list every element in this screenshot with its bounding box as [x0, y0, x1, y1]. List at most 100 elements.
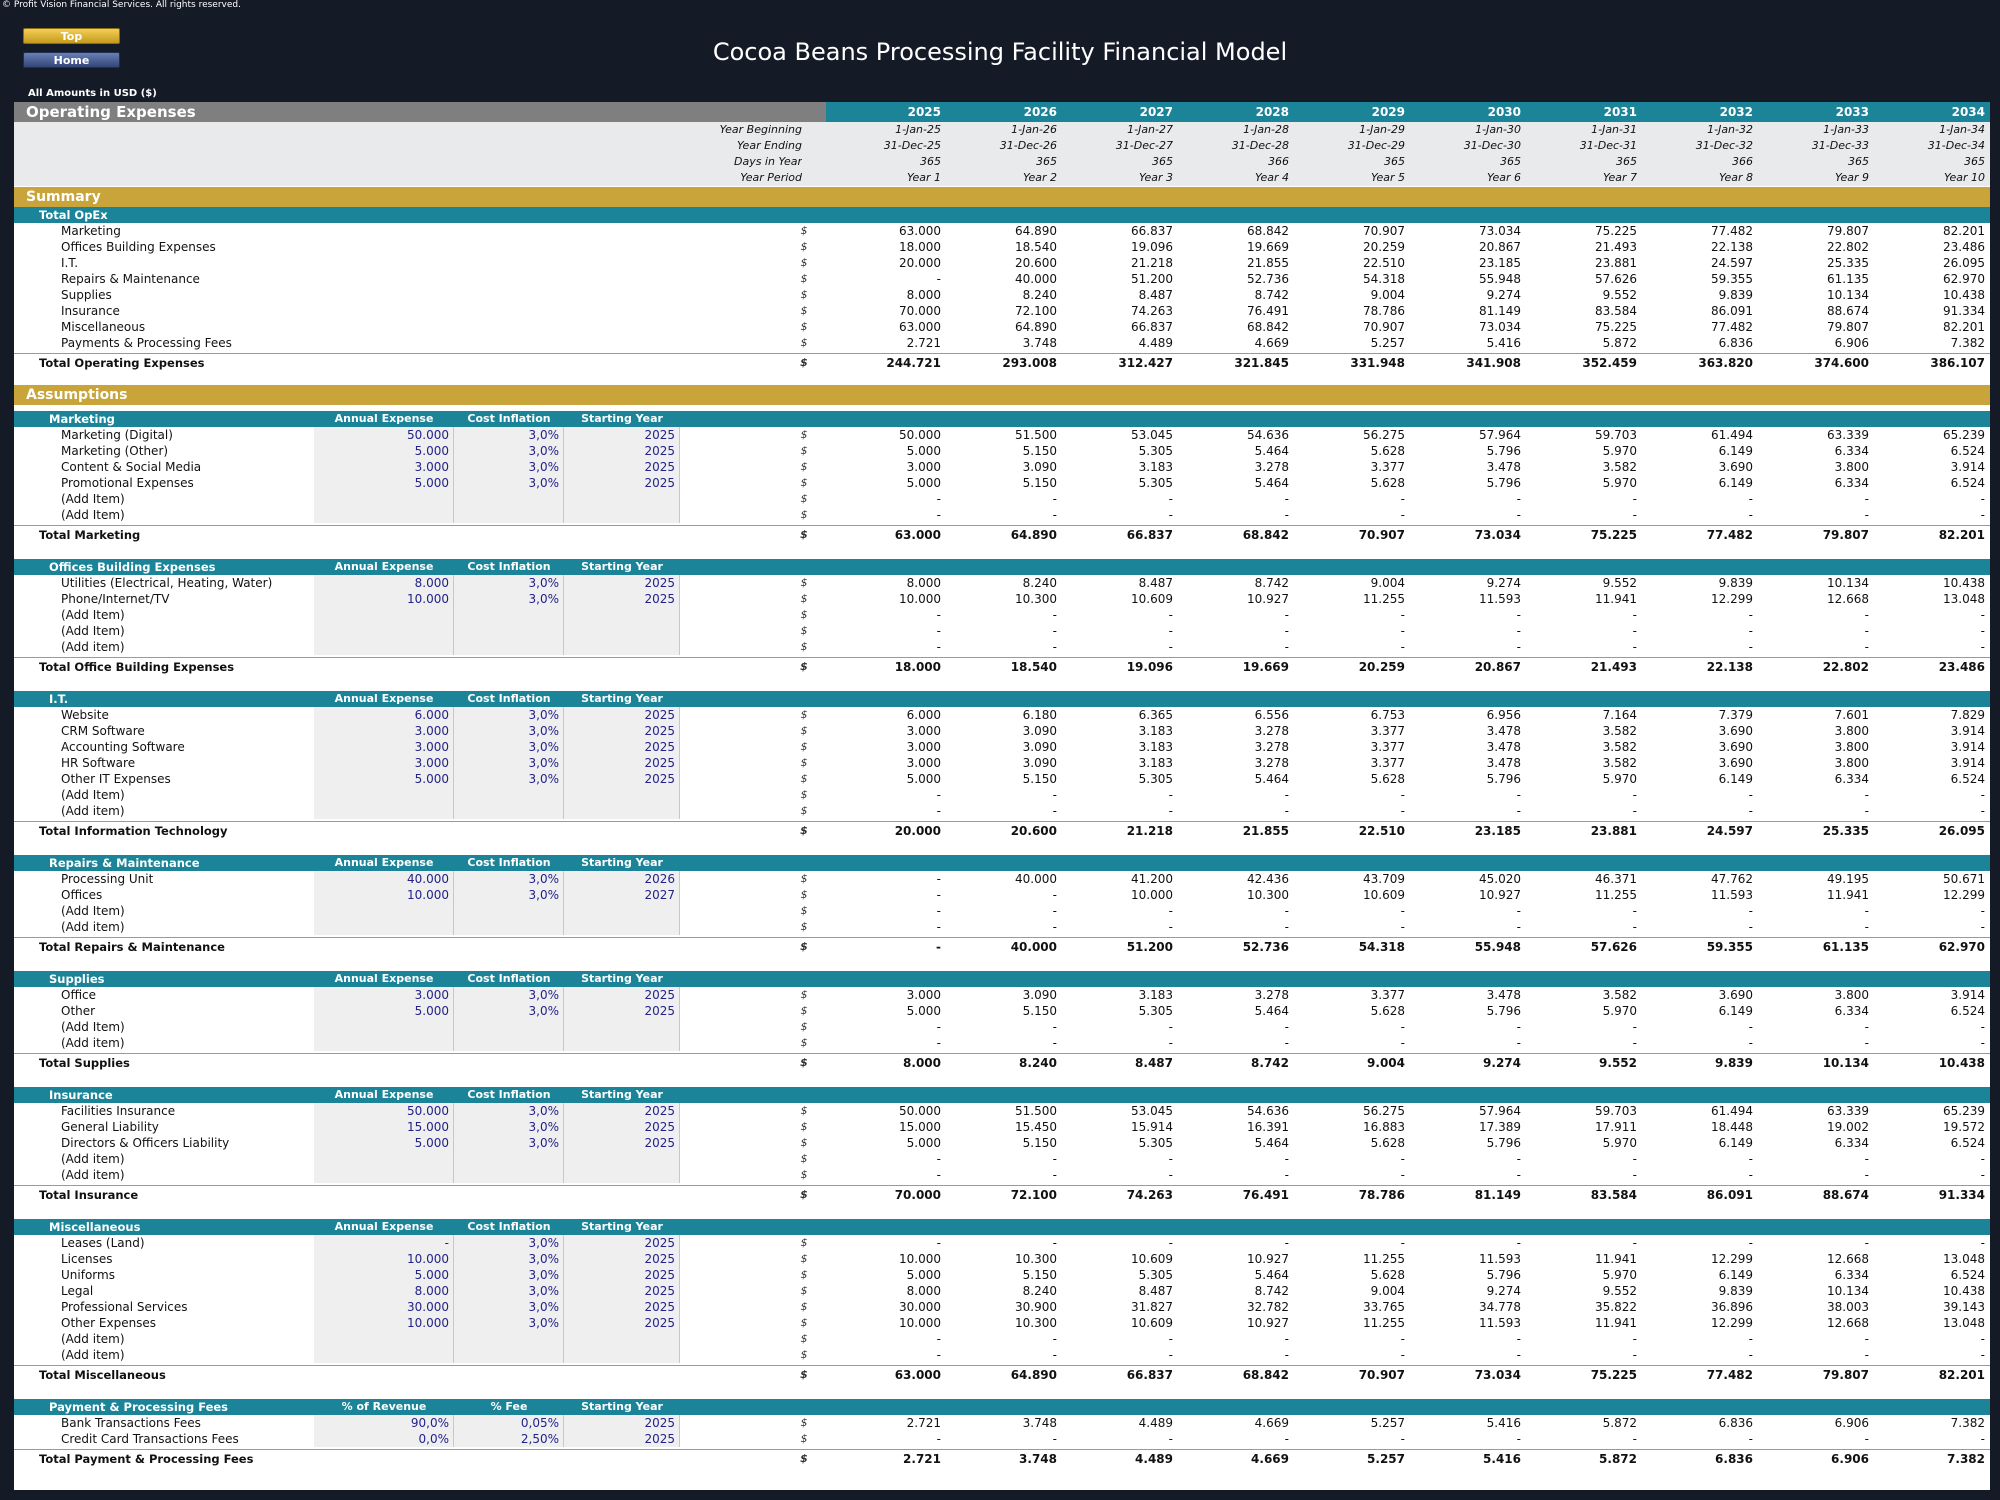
input-cell[interactable]: 0,05% [454, 1415, 564, 1431]
input-cell[interactable] [454, 1151, 564, 1167]
input-cell[interactable]: 8.000 [314, 1283, 454, 1299]
input-cell[interactable] [564, 623, 680, 639]
input-cell[interactable] [564, 491, 680, 507]
top-button[interactable]: Top [23, 28, 120, 44]
input-cell[interactable] [314, 623, 454, 639]
input-cell[interactable] [564, 919, 680, 935]
input-cell[interactable]: 3,0% [454, 723, 564, 739]
input-cell[interactable]: 2025 [564, 739, 680, 755]
input-cell[interactable] [454, 639, 564, 655]
input-cell[interactable]: 3,0% [454, 755, 564, 771]
input-cell[interactable]: 2025 [564, 475, 680, 491]
input-cell[interactable]: 6.000 [314, 707, 454, 723]
input-cell[interactable]: - [314, 1235, 454, 1251]
input-cell[interactable] [564, 607, 680, 623]
input-cell[interactable]: 2025 [564, 1103, 680, 1119]
home-button[interactable]: Home [23, 52, 120, 68]
input-cell[interactable]: 2025 [564, 1251, 680, 1267]
input-cell[interactable]: 2025 [564, 443, 680, 459]
input-cell[interactable]: 3,0% [454, 987, 564, 1003]
input-cell[interactable] [314, 507, 454, 523]
input-cell[interactable]: 3,0% [454, 443, 564, 459]
input-cell[interactable]: 3,0% [454, 1251, 564, 1267]
input-cell[interactable]: 3,0% [454, 739, 564, 755]
input-cell[interactable]: 3,0% [454, 1267, 564, 1283]
input-cell[interactable] [564, 787, 680, 803]
input-cell[interactable] [564, 1347, 680, 1363]
input-cell[interactable]: 3.000 [314, 987, 454, 1003]
input-cell[interactable] [314, 803, 454, 819]
input-cell[interactable] [564, 1019, 680, 1035]
input-cell[interactable]: 3,0% [454, 1119, 564, 1135]
input-cell[interactable]: 0,0% [314, 1431, 454, 1447]
input-cell[interactable]: 3.000 [314, 723, 454, 739]
input-cell[interactable] [454, 1167, 564, 1183]
input-cell[interactable]: 3.000 [314, 459, 454, 475]
input-cell[interactable]: 2025 [564, 1315, 680, 1331]
input-cell[interactable]: 3,0% [454, 1235, 564, 1251]
input-cell[interactable]: 5.000 [314, 771, 454, 787]
input-cell[interactable]: 2025 [564, 707, 680, 723]
input-cell[interactable] [564, 1151, 680, 1167]
input-cell[interactable] [314, 1151, 454, 1167]
input-cell[interactable]: 2025 [564, 459, 680, 475]
input-cell[interactable]: 2025 [564, 591, 680, 607]
input-cell[interactable]: 2025 [564, 1431, 680, 1447]
input-cell[interactable] [454, 491, 564, 507]
input-cell[interactable]: 2,50% [454, 1431, 564, 1447]
input-cell[interactable]: 2025 [564, 1119, 680, 1135]
input-cell[interactable]: 90,0% [314, 1415, 454, 1431]
input-cell[interactable]: 2025 [564, 1003, 680, 1019]
input-cell[interactable]: 2025 [564, 771, 680, 787]
input-cell[interactable]: 2025 [564, 987, 680, 1003]
input-cell[interactable] [314, 607, 454, 623]
input-cell[interactable] [454, 607, 564, 623]
input-cell[interactable]: 3,0% [454, 1315, 564, 1331]
input-cell[interactable]: 2025 [564, 427, 680, 443]
input-cell[interactable]: 3,0% [454, 771, 564, 787]
input-cell[interactable] [314, 787, 454, 803]
input-cell[interactable]: 3,0% [454, 887, 564, 903]
input-cell[interactable] [314, 1035, 454, 1051]
input-cell[interactable]: 5.000 [314, 1003, 454, 1019]
input-cell[interactable]: 10.000 [314, 591, 454, 607]
input-cell[interactable]: 2025 [564, 1267, 680, 1283]
input-cell[interactable]: 3,0% [454, 1103, 564, 1119]
input-cell[interactable]: 50.000 [314, 427, 454, 443]
input-cell[interactable] [564, 507, 680, 523]
input-cell[interactable] [454, 1019, 564, 1035]
input-cell[interactable]: 2025 [564, 1235, 680, 1251]
input-cell[interactable]: 3,0% [454, 1283, 564, 1299]
input-cell[interactable] [454, 1331, 564, 1347]
input-cell[interactable]: 5.000 [314, 1267, 454, 1283]
input-cell[interactable]: 2025 [564, 1299, 680, 1315]
input-cell[interactable]: 30.000 [314, 1299, 454, 1315]
input-cell[interactable]: 2025 [564, 723, 680, 739]
input-cell[interactable]: 3,0% [454, 475, 564, 491]
input-cell[interactable] [314, 903, 454, 919]
input-cell[interactable]: 2025 [564, 1135, 680, 1151]
input-cell[interactable]: 3,0% [454, 459, 564, 475]
input-cell[interactable]: 5.000 [314, 1135, 454, 1151]
input-cell[interactable]: 10.000 [314, 1251, 454, 1267]
input-cell[interactable] [564, 1331, 680, 1347]
input-cell[interactable]: 3,0% [454, 591, 564, 607]
input-cell[interactable] [454, 507, 564, 523]
input-cell[interactable]: 3.000 [314, 739, 454, 755]
input-cell[interactable] [314, 491, 454, 507]
input-cell[interactable]: 2025 [564, 1283, 680, 1299]
input-cell[interactable]: 2026 [564, 871, 680, 887]
input-cell[interactable]: 40.000 [314, 871, 454, 887]
input-cell[interactable] [564, 903, 680, 919]
input-cell[interactable] [564, 1167, 680, 1183]
input-cell[interactable]: 2025 [564, 755, 680, 771]
input-cell[interactable] [314, 1019, 454, 1035]
input-cell[interactable] [454, 919, 564, 935]
input-cell[interactable]: 5.000 [314, 443, 454, 459]
input-cell[interactable]: 5.000 [314, 475, 454, 491]
input-cell[interactable]: 2025 [564, 575, 680, 591]
input-cell[interactable] [454, 623, 564, 639]
input-cell[interactable]: 2025 [564, 1415, 680, 1431]
input-cell[interactable]: 3,0% [454, 871, 564, 887]
input-cell[interactable]: 3,0% [454, 707, 564, 723]
